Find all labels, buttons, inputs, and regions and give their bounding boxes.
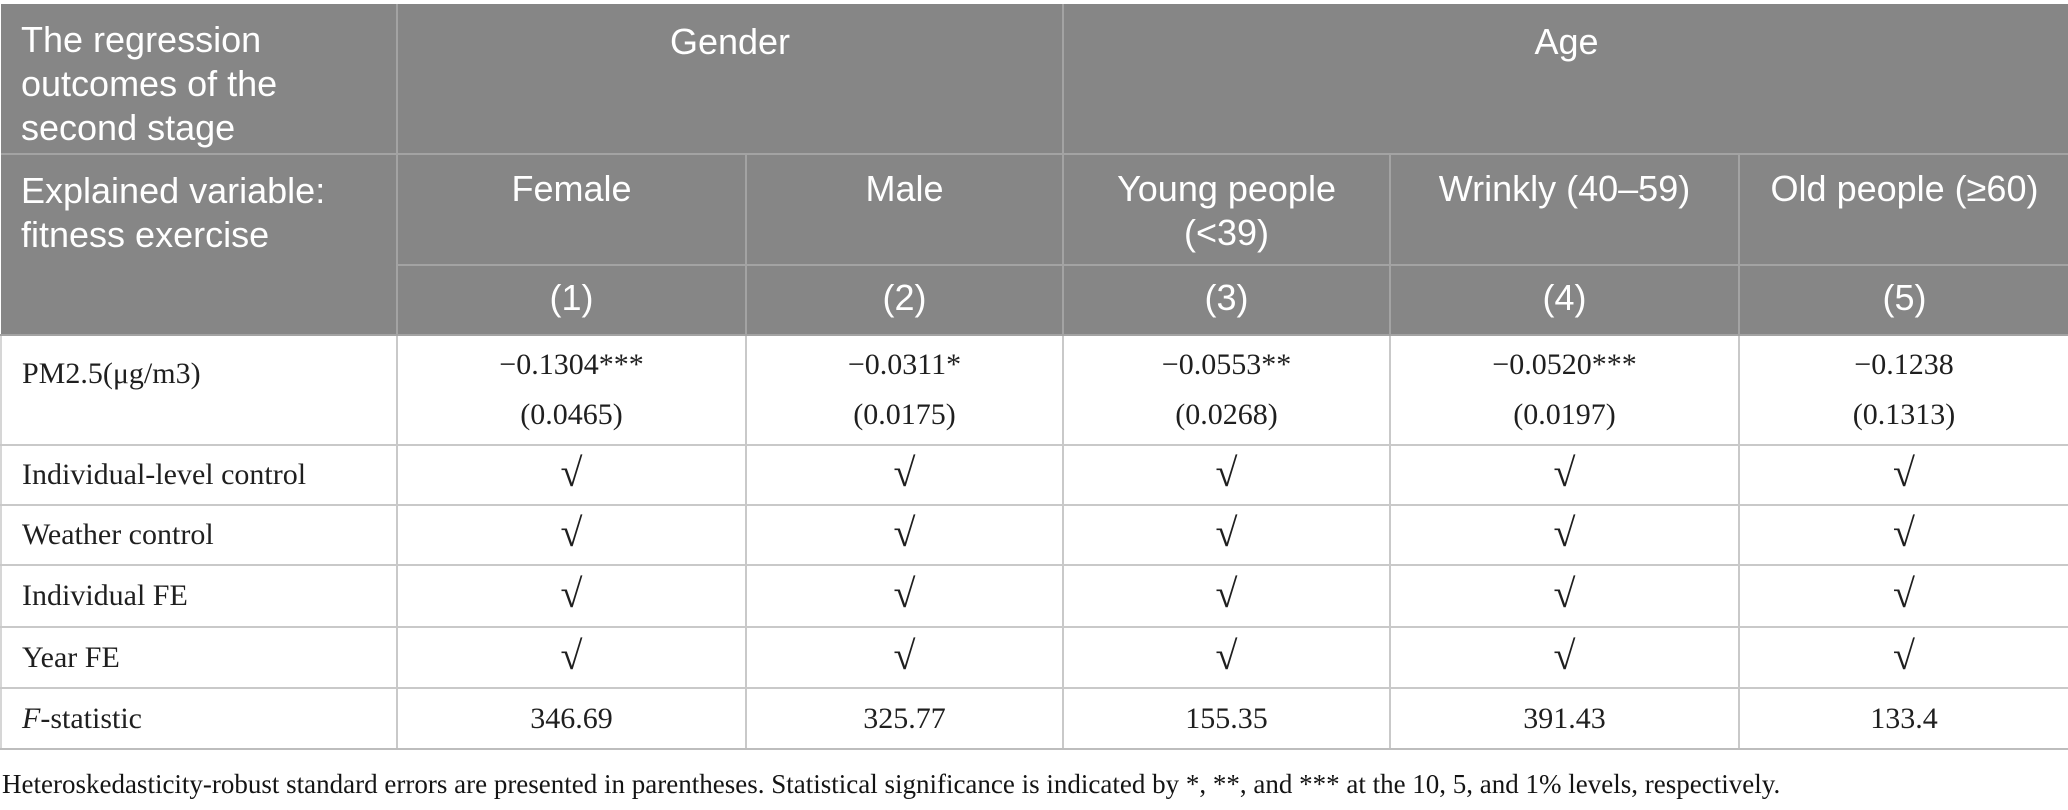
cell-fstat-model-4: 391.43 [1389, 687, 1741, 750]
table-row-individual-fe: Individual FE √ √ √ √ √ [0, 564, 2068, 628]
row-label-year-fe: Year FE [0, 626, 398, 689]
col-header-male: Male [744, 153, 1065, 266]
standard-error-value: (0.0465) [520, 398, 623, 431]
coefficient-value: −0.1238 [1854, 348, 1954, 381]
check-mark: √ [744, 504, 1065, 566]
check-mark: √ [1738, 504, 2068, 566]
table-footnote: Heteroskedasticity-robust standard error… [2, 769, 1781, 799]
check-mark: √ [1738, 564, 2068, 628]
model-number-1: (1) [397, 264, 747, 336]
row-label-weather-control: Weather control [0, 504, 398, 566]
cell-fstat-model-1: 346.69 [396, 687, 747, 750]
table-row-individual-level-control: Individual-level control √ √ √ √ √ [0, 444, 2068, 506]
coefficient-value: −0.0553** [1161, 348, 1292, 381]
regression-table: The regression outcomes of the second st… [0, 4, 2068, 750]
standard-error-value: (0.0175) [853, 398, 956, 431]
check-mark: √ [396, 626, 747, 689]
check-mark: √ [1389, 564, 1741, 628]
row-label-f-statistic: F-statistic [0, 687, 398, 750]
check-mark: √ [1389, 444, 1741, 506]
model-number-4: (4) [1389, 264, 1741, 336]
explained-variable-label: Explained variable: fitness exercise [1, 153, 398, 336]
col-header-wrinkly: Wrinkly (40–59) [1389, 153, 1741, 266]
coefficient-value: −0.0520*** [1492, 348, 1637, 381]
check-mark: √ [1062, 504, 1392, 566]
col-header-old-people: Old people (≥60) [1738, 153, 2068, 266]
cell-fstat-model-3: 155.35 [1062, 687, 1392, 750]
col-header-young-people: Young people (<39) [1062, 153, 1392, 266]
header-row-model-numbers: (1) (2) (3) (4) (5) [1, 264, 2068, 336]
model-number-3: (3) [1062, 264, 1392, 336]
model-number-2: (2) [744, 264, 1065, 336]
check-mark: √ [744, 444, 1065, 506]
table-row-f-statistic: F-statistic 346.69 325.77 155.35 391.43 … [0, 687, 2068, 750]
check-mark: √ [1738, 444, 2068, 506]
check-mark: √ [1389, 504, 1741, 566]
header-row-columns: Explained variable: fitness exercise Fem… [1, 153, 2068, 336]
f-statistic-italic-f: F [22, 701, 41, 735]
cell-pm25-model-4: −0.0520*** (0.0197) [1389, 334, 1741, 446]
f-statistic-label-rest: -statistic [40, 701, 142, 735]
standard-error-value: (0.1313) [1852, 398, 1956, 431]
check-mark: √ [1062, 626, 1392, 689]
cell-pm25-model-2: −0.0311* (0.0175) [744, 334, 1065, 446]
row-label-individual-fe: Individual FE [0, 564, 398, 628]
header-row-groups: The regression outcomes of the second st… [1, 4, 2068, 155]
standard-error-value: (0.0197) [1513, 398, 1616, 431]
table-row-weather-control: Weather control √ √ √ √ √ [0, 504, 2068, 566]
cell-pm25-model-1: −0.1304*** (0.0465) [396, 334, 747, 446]
cell-fstat-model-5: 133.4 [1738, 687, 2068, 750]
row-label-pm25: PM2.5(μg/m3) [0, 334, 398, 446]
group-header-gender: Gender [395, 4, 1065, 155]
cell-pm25-model-3: −0.0553** (0.0268) [1062, 334, 1392, 446]
model-number-5: (5) [1738, 264, 2068, 336]
check-mark: √ [744, 564, 1065, 628]
check-mark: √ [1062, 444, 1392, 506]
group-header-age: Age [1062, 4, 2068, 155]
table-row-pm25: PM2.5(μg/m3) −0.1304*** (0.0465) −0.0311… [0, 334, 2068, 446]
coefficient-value: −0.1304*** [499, 348, 644, 381]
check-mark: √ [744, 626, 1065, 689]
check-mark: √ [1062, 564, 1392, 628]
col-header-female: Female [396, 153, 747, 266]
coefficient-value: −0.0311* [847, 348, 962, 381]
table-row-year-fe: Year FE √ √ √ √ √ [0, 626, 2068, 689]
check-mark: √ [396, 564, 747, 628]
check-mark: √ [396, 504, 747, 566]
row-label-individual-level-control: Individual-level control [0, 444, 398, 506]
check-mark: √ [396, 444, 747, 506]
check-mark: √ [1738, 626, 2068, 689]
check-mark: √ [1389, 626, 1741, 689]
standard-error-value: (0.0268) [1175, 398, 1278, 431]
cell-pm25-model-5: −0.1238 (0.1313) [1738, 334, 2068, 446]
cell-fstat-model-2: 325.77 [744, 687, 1065, 750]
table-title: The regression outcomes of the second st… [1, 4, 398, 155]
